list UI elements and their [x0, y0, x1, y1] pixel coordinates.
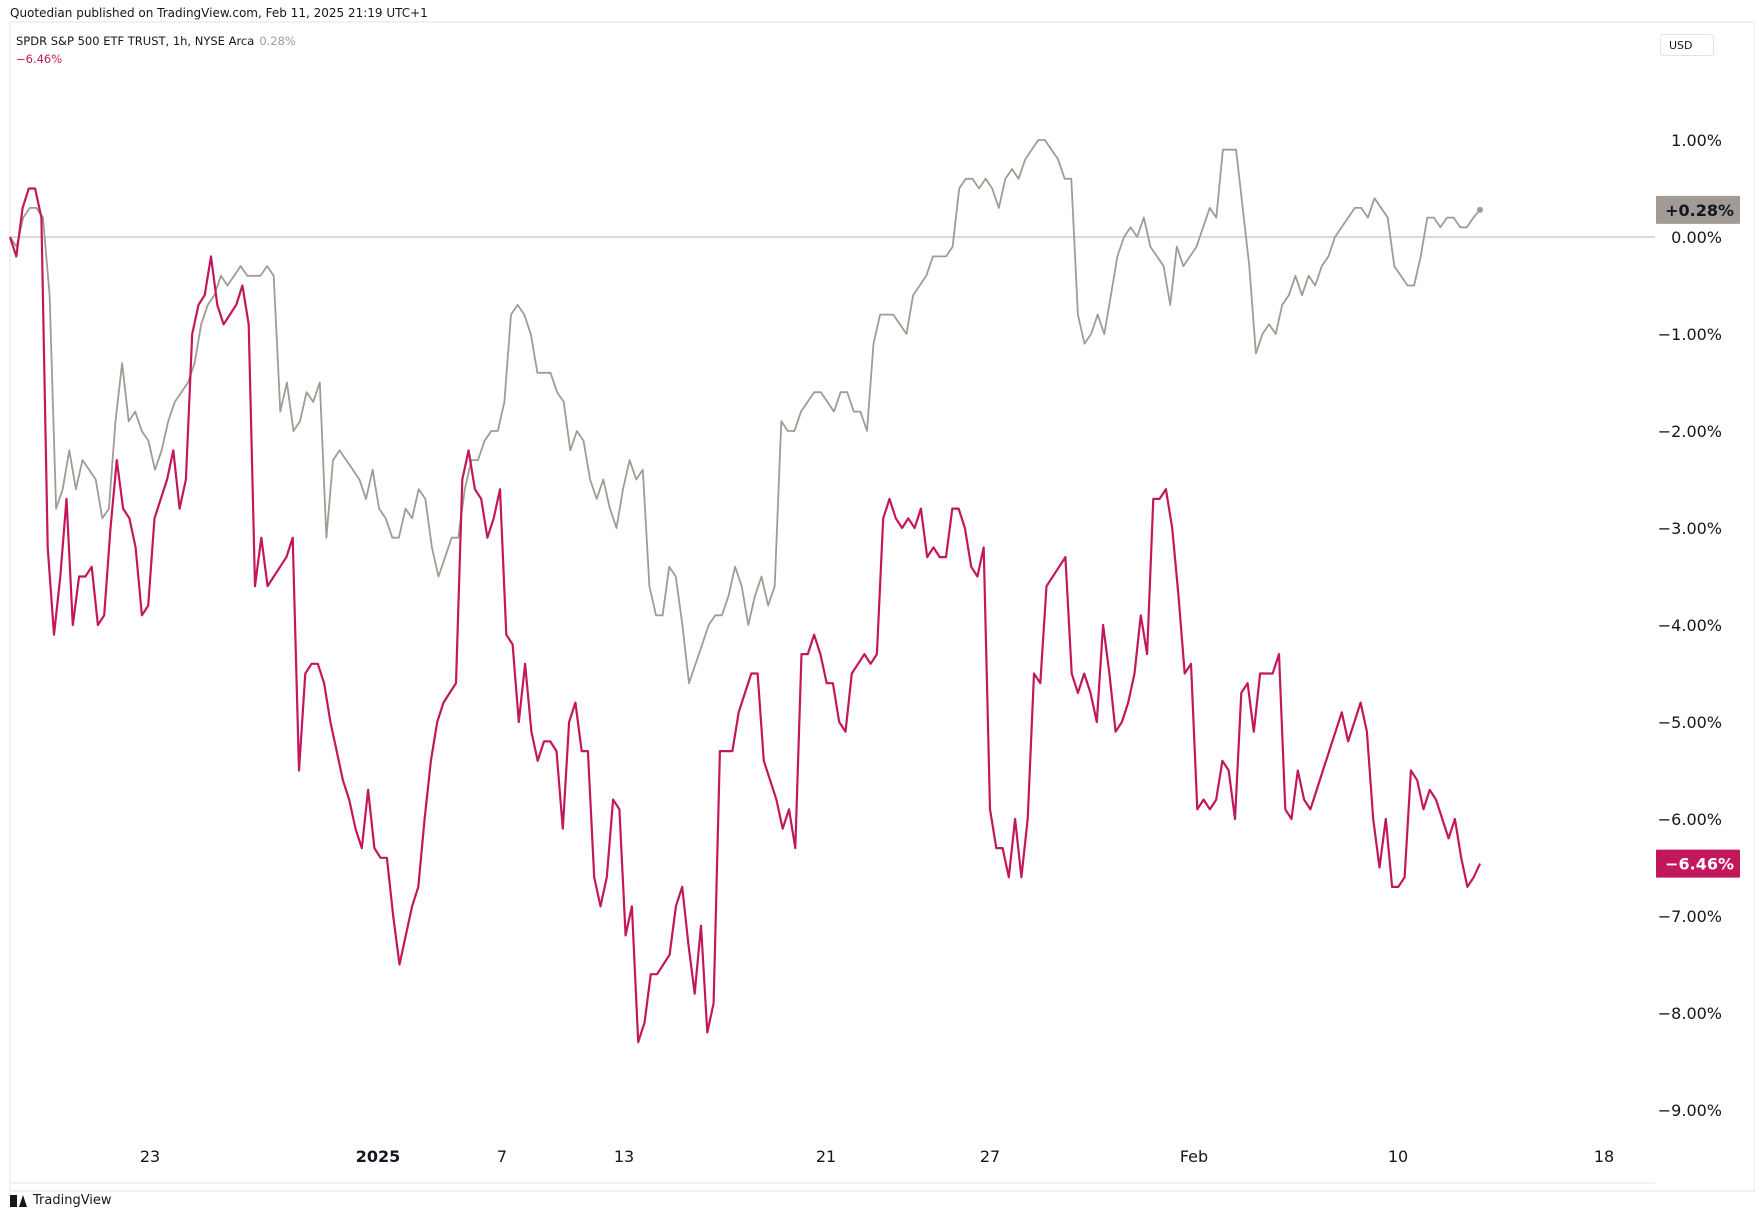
chart-frame: [9, 21, 1755, 1192]
last-point-marker: [1477, 206, 1483, 213]
x-tick-label: 27: [980, 1147, 1000, 1166]
publisher-note: Quotedian published on TradingView.com, …: [10, 6, 428, 20]
compare-change: −6.46%: [16, 52, 63, 66]
currency-selector[interactable]: USD: [1660, 34, 1714, 56]
y-tick-label: 0.00%: [1671, 228, 1722, 247]
last-value-labels: +0.28% −6.46%: [1656, 195, 1740, 878]
y-tick-label: −5.00%: [1658, 713, 1722, 732]
last-value-label: +0.28%: [1665, 201, 1734, 220]
x-tick-label: 2025: [356, 1147, 401, 1166]
y-tick-label: −6.00%: [1658, 810, 1722, 829]
x-tick-label: 7: [497, 1147, 507, 1166]
y-tick-label: 1.00%: [1671, 131, 1722, 150]
symbol-name: SPDR S&P 500 ETF TRUST, 1h, NYSE Arca: [16, 34, 255, 48]
y-tick-label: −3.00%: [1658, 519, 1722, 538]
y-tick-label: −9.00%: [1658, 1101, 1722, 1120]
last-value-badge: [1656, 195, 1740, 224]
symbol-legend[interactable]: SPDR S&P 500 ETF TRUST, 1h, NYSE Arca 0.2…: [16, 34, 296, 48]
x-tick-label: Feb: [1180, 1147, 1208, 1166]
y-tick-label: −2.00%: [1658, 422, 1722, 441]
y-tick-label: −1.00%: [1658, 325, 1722, 344]
x-tick-label: 10: [1388, 1147, 1408, 1166]
y-tick-label: −4.00%: [1658, 616, 1722, 635]
time-axis-labels: 23 2025 7 13 21 27 Feb 10 18: [140, 1147, 1614, 1166]
x-tick-label: 23: [140, 1147, 160, 1166]
series-line-1: [8, 187, 1481, 1044]
tradingview-brand[interactable]: TradingView: [10, 1193, 112, 1208]
x-tick-label: 21: [816, 1147, 836, 1166]
symbol-change: 0.28%: [259, 34, 296, 48]
x-tick-label: 13: [614, 1147, 634, 1166]
series-lines: [8, 139, 1483, 1044]
tradingview-logo-icon: [10, 1194, 28, 1207]
series-line-0: [9, 139, 1481, 685]
y-tick-label: −8.00%: [1658, 1004, 1722, 1023]
brand-label: TradingView: [33, 1193, 112, 1208]
last-value-label: −6.46%: [1665, 855, 1734, 874]
last-value-badge: [1656, 849, 1740, 878]
percent-axis-labels: 1.00% 0.00% −1.00% −2.00% −3.00% −4.00% −5.00%…: [1658, 131, 1722, 1120]
x-tick-label: 18: [1594, 1147, 1614, 1166]
y-tick-label: −7.00%: [1658, 907, 1722, 926]
